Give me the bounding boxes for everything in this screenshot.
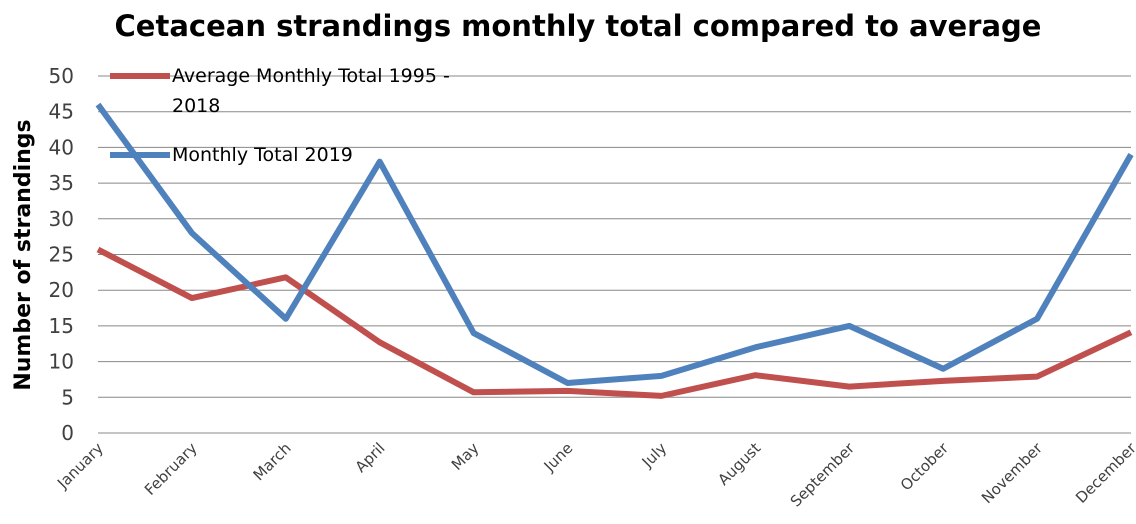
y-tick-label: 10	[49, 350, 74, 374]
x-tick-label: March	[250, 439, 295, 484]
x-tick-label: May	[448, 439, 483, 474]
series-line	[96, 246, 1133, 399]
y-tick-label: 45	[49, 100, 74, 124]
x-tick-label: December	[1072, 439, 1136, 507]
x-tick-label: August	[714, 439, 764, 489]
x-tick-label: September	[787, 439, 859, 511]
x-tick-label: October	[897, 439, 953, 495]
legend-label: Average Monthly Total 1995 - 2018	[172, 65, 450, 117]
y-tick-label: 25	[49, 243, 74, 267]
y-tick-label: 50	[49, 64, 74, 88]
x-tick-label: November	[978, 439, 1046, 507]
y-tick-label: 15	[49, 314, 74, 338]
y-tick-label: 20	[49, 278, 74, 302]
y-tick-label: 40	[49, 135, 74, 159]
x-tick-label: June	[540, 439, 577, 476]
legend-label: Monthly Total 2019	[172, 144, 353, 166]
series-line	[95, 102, 1134, 387]
y-tick-label: 30	[49, 207, 74, 231]
chart-title: Cetacean strandings monthly total compar…	[115, 9, 1042, 43]
x-tick-label: January	[53, 439, 107, 493]
y-tick-label: 35	[49, 171, 74, 195]
x-tick-label: July	[638, 439, 671, 472]
y-axis-label: Number of strandings	[11, 119, 36, 390]
x-tick-label: April	[352, 439, 389, 476]
x-tick-label: February	[141, 439, 201, 499]
y-tick-label: 5	[61, 385, 74, 409]
y-tick-label: 0	[61, 421, 74, 445]
